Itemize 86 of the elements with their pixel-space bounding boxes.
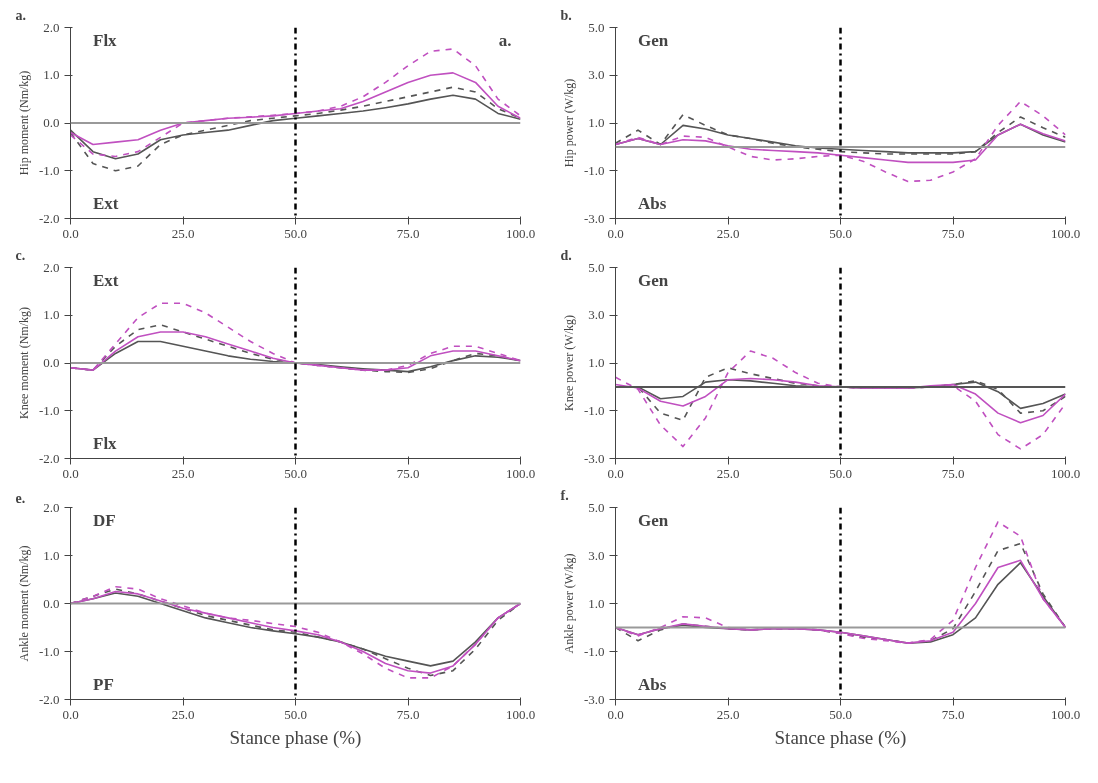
x-tick-label: 100.0 (505, 225, 536, 241)
x-tick-label: 50.0 (829, 706, 852, 722)
x-tick-label: 0.0 (62, 706, 79, 722)
x-tick-label: 0.0 (62, 225, 79, 241)
annotation: Ext (93, 271, 119, 291)
y-tick-label: -2.0 (38, 210, 60, 226)
y-tick-label: 3.0 (588, 67, 605, 83)
annotation: Abs (638, 193, 667, 213)
y-tick-label: 2.0 (43, 19, 60, 35)
y-tick-label: -1.0 (38, 402, 60, 418)
chart-title: b. (560, 7, 572, 23)
x-tick-label: 25.0 (171, 706, 195, 722)
x-tick-label: 50.0 (284, 706, 307, 722)
y-axis-title: Knee power (W/kg) (561, 315, 576, 411)
x-tick-label: 25.0 (716, 225, 740, 241)
y-tick-label: 5.0 (588, 19, 605, 35)
x-tick-label: 50.0 (829, 465, 852, 481)
x-tick-label: 75.0 (941, 465, 965, 481)
x-tick-label: 100.0 (505, 706, 536, 722)
y-tick-label: 1.0 (43, 547, 60, 563)
y-tick-label: -3.0 (583, 450, 605, 466)
y-tick-label: -1.0 (38, 162, 60, 178)
y-axis-title: Ankle power (W/kg) (561, 553, 576, 654)
y-axis-title: Knee moment (Nm/kg) (16, 307, 31, 419)
y-tick-label: 3.0 (588, 307, 605, 323)
annotation: Abs (638, 674, 667, 694)
chart-title: c. (15, 247, 26, 263)
y-tick-label: -1.0 (583, 643, 605, 659)
y-tick-label: -1.0 (583, 162, 605, 178)
x-tick-label: 75.0 (941, 706, 965, 722)
y-tick-label: 0.0 (43, 595, 60, 611)
chart-title: e. (15, 490, 26, 506)
y-tick-label: -1.0 (38, 643, 60, 659)
x-axis-title: Stance phase (%) (774, 726, 907, 749)
annotation: DF (93, 511, 116, 531)
y-tick-label: 1.0 (588, 355, 605, 370)
x-tick-label: 75.0 (396, 706, 420, 722)
annotation: Gen (638, 511, 669, 531)
annotation: PF (93, 674, 114, 694)
x-tick-label: 25.0 (716, 706, 740, 722)
x-tick-label: 0.0 (62, 465, 79, 481)
x-tick-label: 100.0 (505, 465, 536, 481)
y-tick-label: -2.0 (38, 691, 60, 707)
x-tick-label: 100.0 (1050, 706, 1081, 722)
x-tick-label: 0.0 (607, 225, 624, 241)
annotation: Flx (93, 31, 118, 51)
y-tick-label: 1.0 (43, 67, 60, 83)
y-tick-label: 2.0 (43, 259, 60, 275)
chart-title: a. (15, 7, 26, 23)
y-axis-title: Ankle moment (Nm/kg) (16, 545, 31, 662)
annotation: Flx (93, 433, 118, 453)
x-tick-label: 100.0 (1050, 465, 1081, 481)
chart-title: f. (560, 487, 569, 503)
y-tick-label: 1.0 (43, 307, 60, 323)
annotation: Gen (638, 31, 669, 51)
y-axis-title: Hip moment (Nm/kg) (16, 70, 31, 176)
x-tick-label: 50.0 (284, 225, 307, 241)
x-tick-label: 50.0 (829, 225, 852, 241)
y-tick-label: -3.0 (583, 691, 605, 707)
y-tick-label: 0.0 (43, 355, 60, 370)
y-tick-label: 1.0 (588, 115, 605, 130)
x-tick-label: 25.0 (716, 465, 740, 481)
x-tick-label: 75.0 (396, 225, 420, 241)
x-tick-label: 0.0 (607, 465, 624, 481)
y-tick-label: -3.0 (583, 210, 605, 226)
y-tick-label: 0.0 (43, 115, 60, 130)
x-tick-label: 25.0 (171, 465, 195, 481)
y-tick-label: 5.0 (588, 499, 605, 515)
y-tick-label: 1.0 (588, 595, 605, 611)
y-tick-label: -2.0 (38, 450, 60, 466)
y-tick-label: 5.0 (588, 259, 605, 275)
y-axis-title: Hip power (W/kg) (561, 78, 576, 168)
x-tick-label: 100.0 (1050, 225, 1081, 241)
x-tick-label: 75.0 (396, 465, 420, 481)
annotation: a. (498, 31, 512, 51)
x-tick-label: 75.0 (941, 225, 965, 241)
annotation: Ext (93, 193, 119, 213)
x-tick-label: 50.0 (284, 465, 307, 481)
y-tick-label: 3.0 (588, 547, 605, 563)
y-tick-label: -1.0 (583, 402, 605, 418)
x-tick-label: 25.0 (171, 225, 195, 241)
annotation: Gen (638, 271, 669, 291)
y-tick-label: 2.0 (43, 499, 60, 515)
x-tick-label: 0.0 (607, 706, 624, 722)
x-axis-title: Stance phase (%) (229, 726, 362, 749)
chart-title: d. (560, 247, 572, 263)
